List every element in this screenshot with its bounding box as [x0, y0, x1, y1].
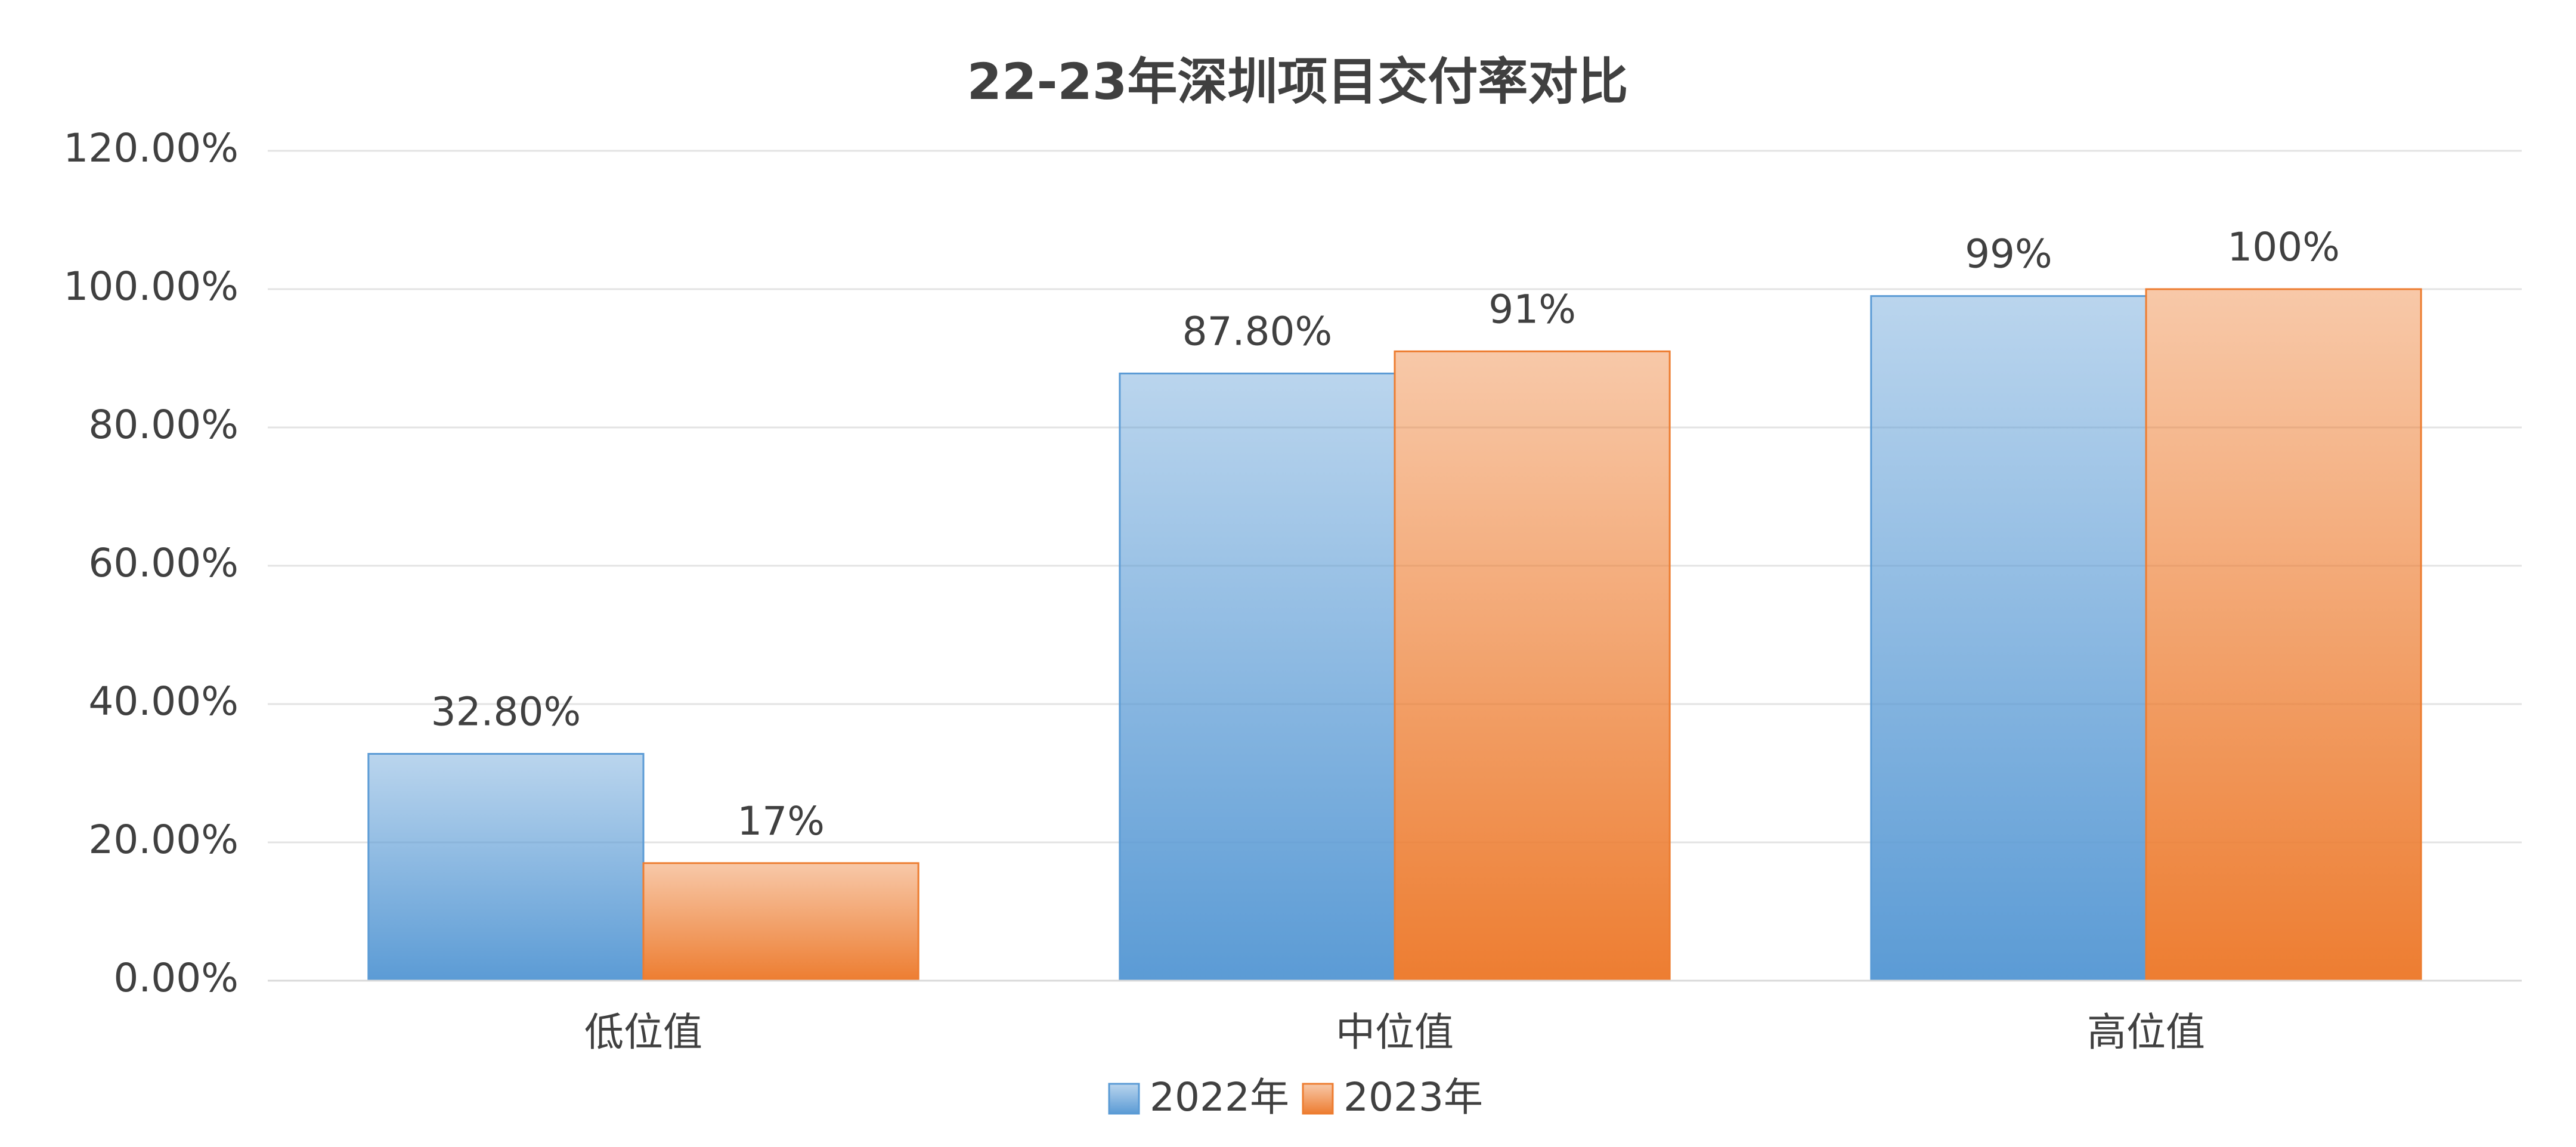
value-label: 100%	[2227, 224, 2340, 270]
y-tick-label: 40.00%	[88, 678, 239, 724]
legend-label: 2023年	[1343, 1074, 1483, 1120]
bar	[367, 753, 645, 982]
y-tick-label: 100.00%	[63, 264, 239, 309]
x-tick-label: 中位值	[1336, 1009, 1454, 1055]
bar	[2145, 288, 2422, 982]
x-tick-label: 低位值	[584, 1009, 702, 1055]
value-label: 17%	[737, 798, 825, 844]
bar	[1870, 295, 2147, 982]
value-label: 87.80%	[1182, 309, 1333, 355]
bar	[1119, 373, 1396, 982]
bar	[642, 862, 919, 982]
value-label: 32.80%	[431, 689, 581, 735]
value-label: 99%	[1965, 231, 2052, 277]
y-tick-label: 0.00%	[113, 955, 239, 1001]
legend-swatch	[1108, 1083, 1140, 1115]
legend-swatch	[1302, 1083, 1334, 1115]
y-tick-label: 60.00%	[88, 540, 239, 586]
value-label: 91%	[1488, 286, 1576, 332]
y-tick-label: 20.00%	[88, 817, 239, 863]
legend-label: 2022年	[1150, 1074, 1289, 1120]
y-tick-label: 120.00%	[63, 125, 239, 171]
bar	[1394, 350, 1671, 982]
chart-title: 22-23年深圳项目交付率对比	[967, 52, 1628, 111]
x-tick-label: 高位值	[2087, 1009, 2205, 1055]
y-tick-label: 80.00%	[88, 402, 239, 448]
